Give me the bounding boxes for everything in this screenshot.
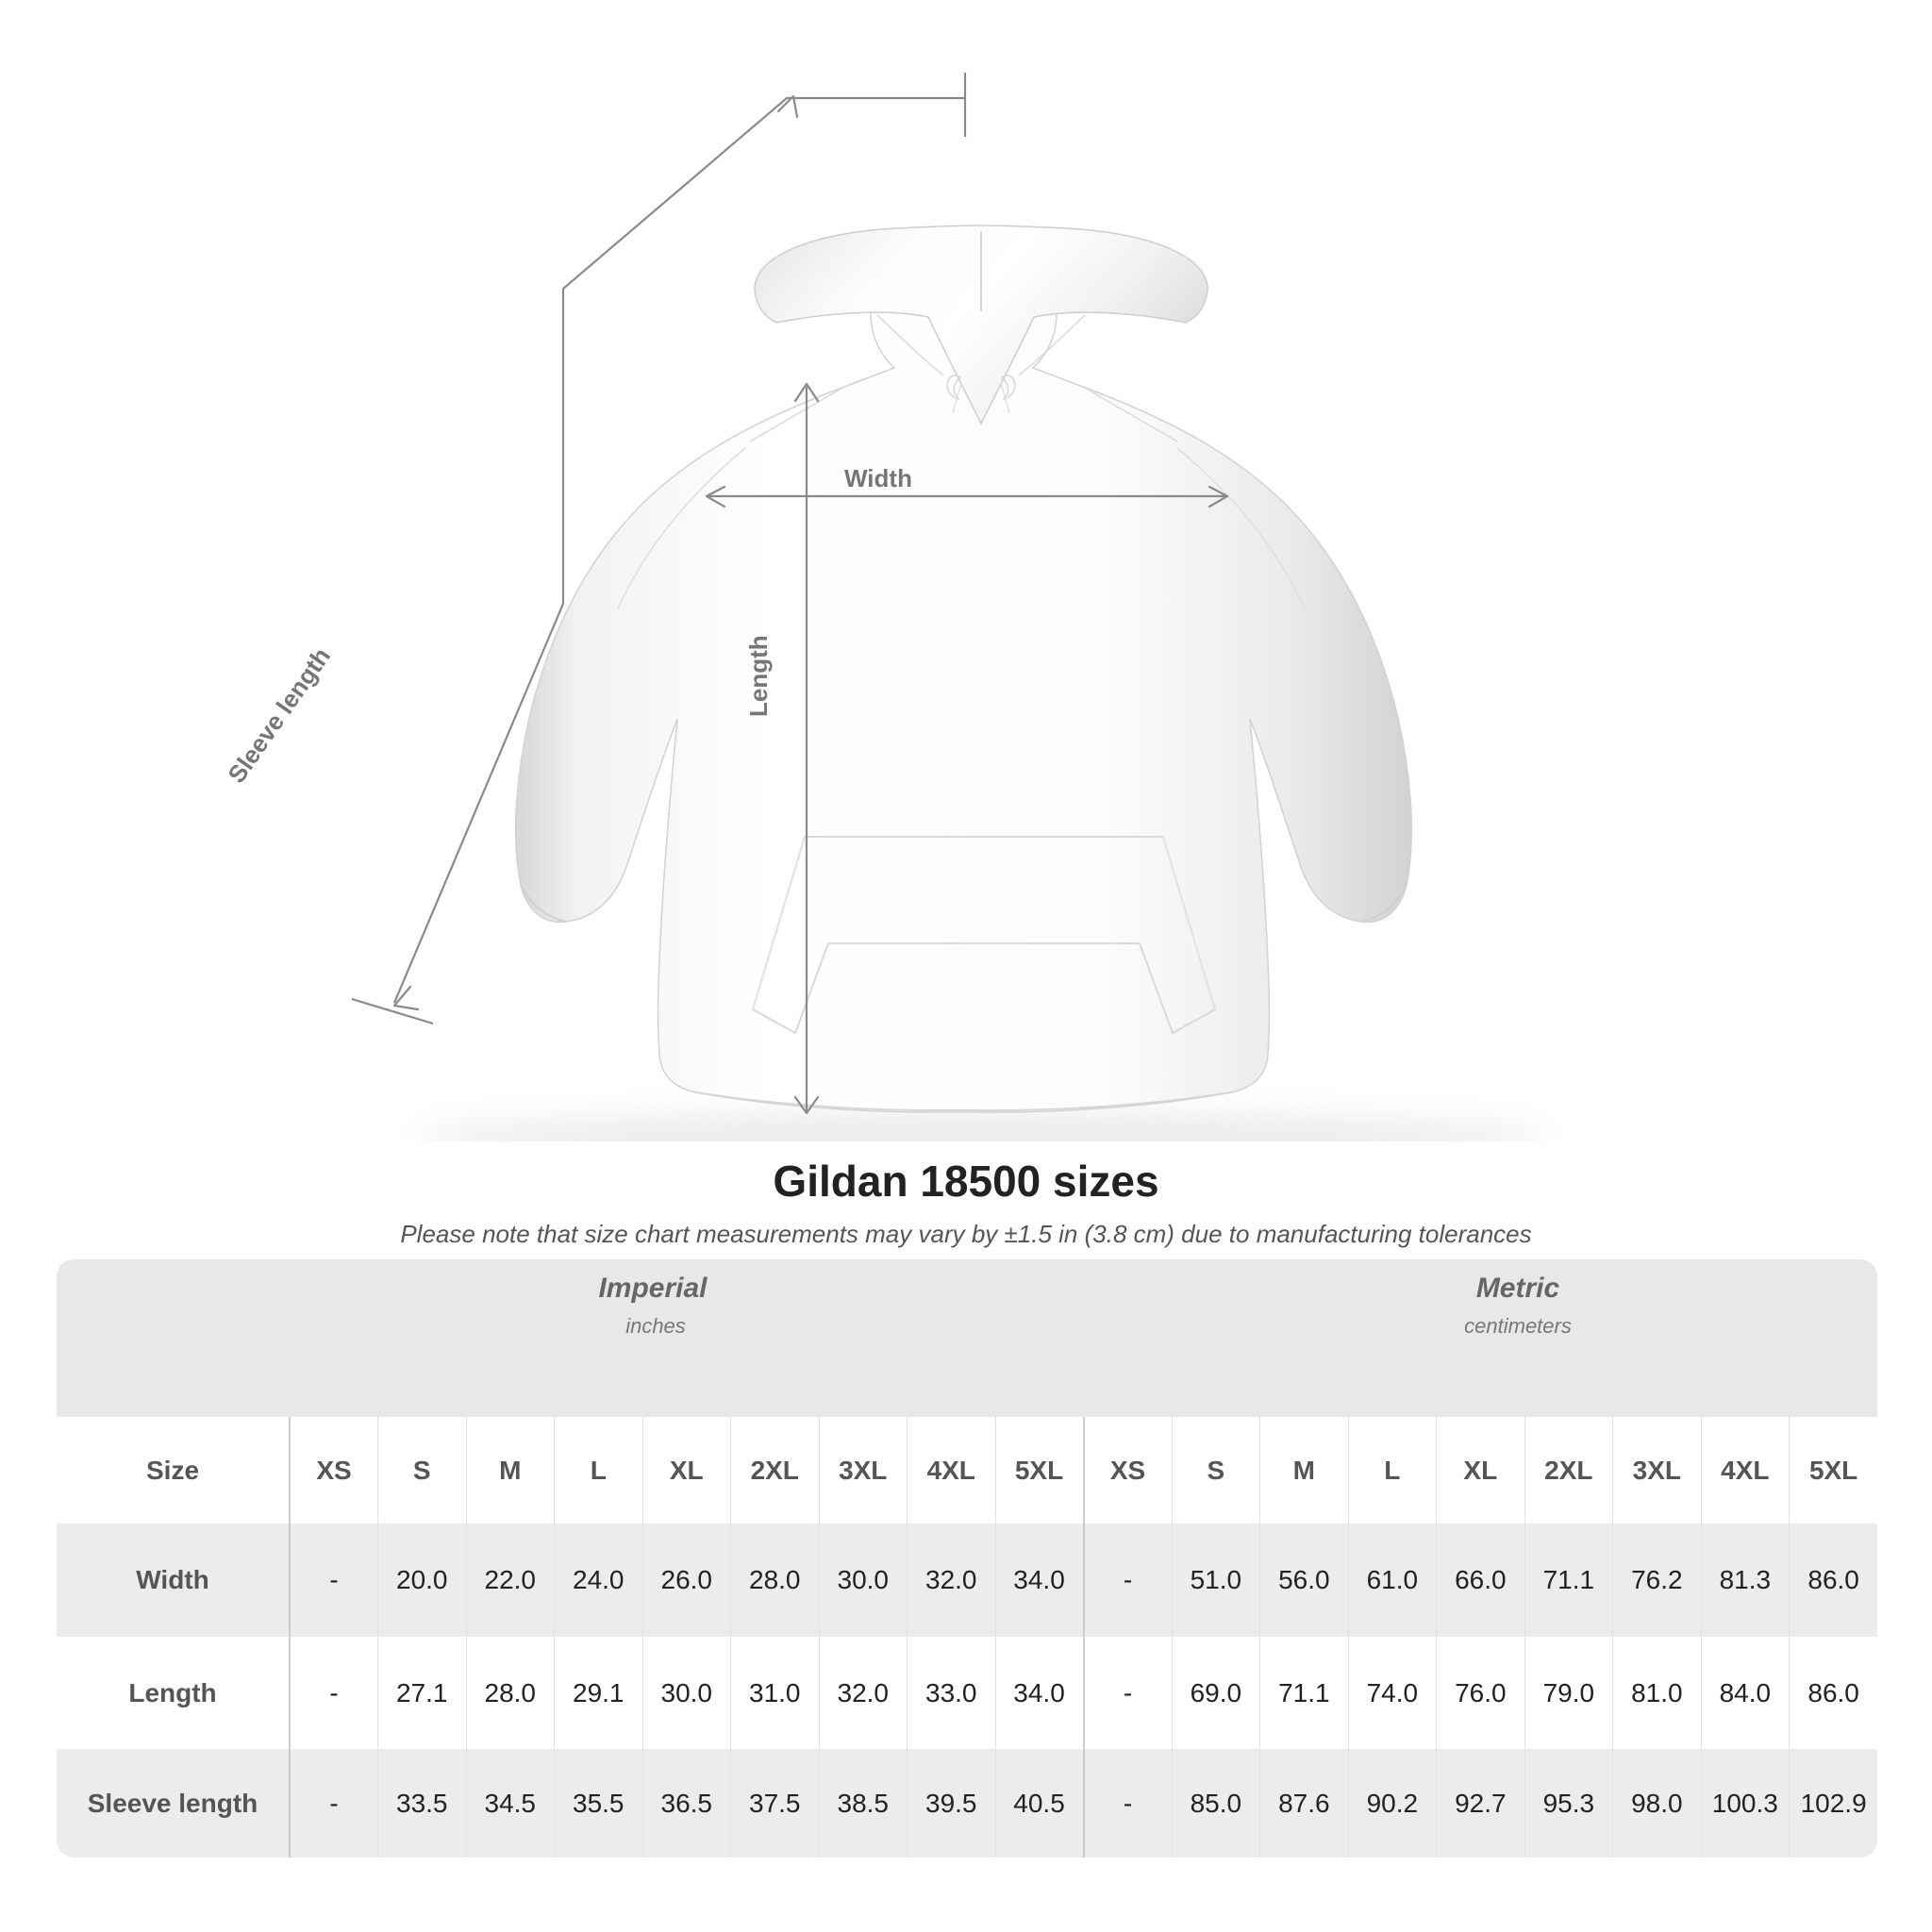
svg-text:Sleeve length: Sleeve length: [222, 642, 336, 789]
svg-text:Length: Length: [744, 635, 773, 717]
svg-text:Width: Width: [844, 464, 912, 492]
